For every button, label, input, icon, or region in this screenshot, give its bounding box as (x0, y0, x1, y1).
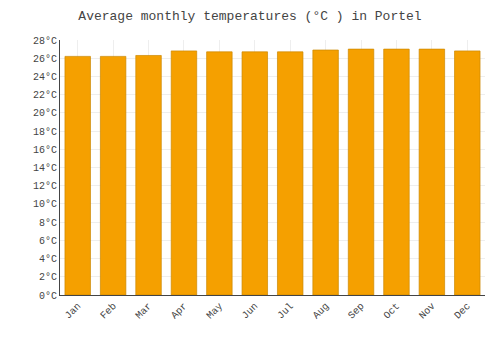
svg-text:Nov: Nov (417, 301, 438, 322)
svg-text:16°C: 16°C (33, 145, 57, 156)
svg-text:2°C: 2°C (39, 272, 57, 283)
svg-text:Mar: Mar (134, 301, 155, 322)
svg-text:18°C: 18°C (33, 127, 57, 138)
svg-text:0°C: 0°C (39, 291, 57, 302)
svg-text:Average monthly temperatures (: Average monthly temperatures (°C ) in Po… (78, 9, 421, 24)
svg-text:8°C: 8°C (39, 218, 57, 229)
svg-text:Jul: Jul (275, 301, 296, 322)
svg-text:12°C: 12°C (33, 181, 57, 192)
svg-text:Apr: Apr (169, 301, 190, 322)
svg-text:20°C: 20°C (33, 108, 57, 119)
svg-text:10°C: 10°C (33, 199, 57, 210)
svg-text:24°C: 24°C (33, 72, 57, 83)
svg-text:14°C: 14°C (33, 163, 57, 174)
svg-text:Oct: Oct (382, 301, 403, 322)
svg-text:22°C: 22°C (33, 90, 57, 101)
svg-text:Jan: Jan (63, 301, 84, 322)
svg-text:Jun: Jun (240, 301, 261, 322)
svg-text:Sep: Sep (346, 301, 367, 322)
svg-text:26°C: 26°C (33, 54, 57, 65)
svg-text:Feb: Feb (98, 301, 119, 322)
svg-text:4°C: 4°C (39, 254, 57, 265)
svg-text:28°C: 28°C (33, 36, 57, 47)
svg-text:Dec: Dec (452, 301, 473, 322)
svg-text:6°C: 6°C (39, 236, 57, 247)
svg-text:Aug: Aug (311, 301, 332, 322)
svg-text:May: May (205, 301, 226, 322)
